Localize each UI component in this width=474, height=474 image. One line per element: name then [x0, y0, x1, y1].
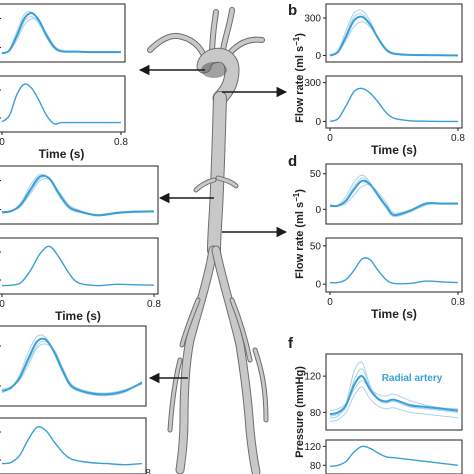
arrows: [138, 64, 288, 384]
left-branch-vessel: [180, 298, 200, 347]
y-tick-label: 0: [315, 51, 321, 62]
panel-b-upper: 0 300: [304, 3, 463, 63]
y-tick-label: 0: [315, 205, 321, 216]
panel-frame: [325, 3, 463, 63]
series-mean-line: [1, 83, 121, 125]
y-tick-label: 0: [315, 117, 321, 128]
y-tick-label: 300: [304, 78, 321, 89]
panel-f-upper: 80 120: [304, 353, 463, 431]
annotation-radial-artery: Radial artery: [382, 373, 443, 384]
series-mean-line: [329, 375, 459, 416]
panel-mid-left-upper: [0, 165, 159, 225]
panel-label-b: b: [288, 2, 297, 19]
left-deep-vessel: [168, 358, 182, 432]
panel-mid-left-lower: 0 0.8 Time (s): [0, 237, 161, 323]
panel-d-upper: 0 50: [310, 163, 463, 225]
renal-right-vessel: [216, 176, 238, 188]
x-tick-label: 0.8: [451, 297, 465, 308]
ylabel-pressure: Pressure (mmHg): [294, 366, 306, 458]
series-individual-line: [1, 173, 155, 216]
panel-label-f: f: [288, 335, 294, 352]
series-mean-line: [329, 87, 459, 123]
y-tick-label: 50: [310, 241, 322, 252]
panel-bottom-left-upper: [0, 325, 147, 407]
series-mean-line: [1, 12, 121, 55]
right-deep-vessel: [253, 348, 268, 422]
series-mean-line: [1, 174, 155, 217]
series-individual-line: [329, 9, 459, 56]
panel-top-left-upper: [0, 3, 126, 63]
series-mean-line: [1, 337, 143, 396]
ylabel-flow-rate-b: Flow rate (ml s−1): [292, 33, 307, 123]
series-mean-line: [1, 245, 155, 287]
descending-aorta-vessel: [208, 92, 226, 256]
x-axis-label: Time (s): [55, 309, 101, 323]
x-tick-label: 0: [327, 297, 333, 308]
panel-frame: [325, 237, 463, 293]
aortic-root-shade: [201, 62, 227, 78]
series-mean-line: [329, 15, 459, 57]
panel-frame: [0, 417, 147, 474]
panel-frame: [325, 75, 463, 129]
y-tick-label: 80: [310, 461, 322, 472]
panel-d-lower: 0 50 0 0.8 Time (s): [310, 237, 465, 321]
panel-b-lower: 0 300 0 0.8 Time (s): [304, 75, 465, 157]
panel-frame: [0, 325, 147, 407]
left-subclavian-vessel: [148, 33, 207, 60]
renal-left-vessel: [194, 178, 216, 192]
x-axis-label: Time (s): [371, 307, 417, 321]
x-tick-label: 0: [0, 299, 5, 310]
y-tick-label: 120: [304, 442, 321, 453]
series-mean-line: [1, 426, 143, 466]
x-axis-label: Time (s): [39, 147, 85, 161]
y-tick-label: 120: [304, 372, 321, 383]
right-branch-vessel: [230, 298, 252, 362]
series-mean-line: [329, 445, 459, 467]
plot-panels: 0 0.8 Time (s) 0 300 0 300 0 0.8 Time (s) 0 0.8 Time…: [0, 3, 465, 474]
x-tick-label: 0: [0, 137, 5, 148]
x-axis-label: Time (s): [371, 143, 417, 157]
panel-label-d: d: [288, 153, 297, 170]
y-tick-label: 0: [315, 280, 321, 291]
series-mean-line: [329, 179, 458, 217]
y-tick-label: 50: [310, 169, 322, 180]
panel-frame: [0, 75, 126, 133]
panel-top-left-lower: 0 0.8 Time (s): [0, 75, 128, 161]
panel-frame: [325, 439, 463, 474]
y-tick-label: 80: [310, 408, 322, 419]
series-individual-line: [329, 386, 459, 422]
x-tick-label: 0.8: [451, 133, 465, 144]
y-tick-label: 300: [304, 14, 321, 25]
x-tick-label: 0: [327, 133, 333, 144]
series-mean-line: [329, 257, 459, 285]
ylabel-flow-rate-d: Flow rate (ml s−1): [292, 189, 307, 279]
series-individual-line: [329, 184, 458, 214]
panel-frame: [0, 165, 159, 225]
arterial-tree-illustration: [147, 7, 269, 474]
x-tick-label: 0.8: [147, 299, 161, 310]
panel-frame: [325, 163, 463, 225]
panel-f-lower: 80 120: [304, 439, 463, 474]
panel-bottom-left-lower: [0, 417, 147, 474]
right-leg-vessel: [212, 246, 260, 474]
panel-frame: [0, 237, 159, 295]
panel-frame: [325, 353, 463, 431]
partial-tick-label: 8: [145, 468, 151, 474]
x-tick-label: 0.8: [114, 137, 128, 148]
panel-frame: [0, 3, 126, 63]
left-leg-vessel: [176, 246, 217, 474]
